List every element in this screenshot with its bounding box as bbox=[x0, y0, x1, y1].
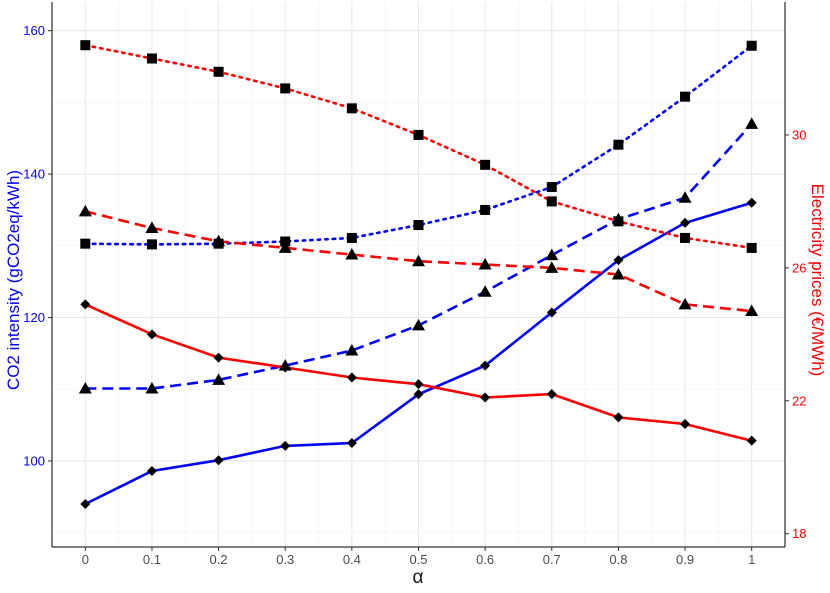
data-point-triangle bbox=[145, 221, 159, 233]
x-tick-label: 0.3 bbox=[276, 552, 294, 567]
data-point-triangle bbox=[678, 297, 692, 310]
x-tick-label: 0.7 bbox=[543, 552, 561, 567]
data-point-diamond bbox=[413, 389, 424, 400]
data-point-square bbox=[746, 242, 757, 253]
data-point-square bbox=[80, 40, 91, 51]
x-tick-label: 0.9 bbox=[676, 552, 694, 567]
data-point-diamond bbox=[480, 392, 491, 403]
right-tick-label: 30 bbox=[792, 127, 806, 142]
series-line-left-dotted bbox=[84, 44, 753, 246]
data-point-triangle bbox=[678, 191, 692, 203]
data-point-diamond bbox=[80, 498, 91, 509]
x-tick-label: 0.6 bbox=[476, 552, 494, 567]
data-point-square bbox=[80, 238, 91, 249]
data-point-diamond bbox=[546, 307, 557, 318]
data-point-square bbox=[613, 216, 624, 227]
data-point-triangle bbox=[212, 234, 226, 247]
x-tick-label: 0 bbox=[82, 552, 89, 567]
data-point-diamond bbox=[146, 329, 157, 340]
data-point-diamond bbox=[480, 360, 491, 371]
data-point-diamond bbox=[680, 419, 691, 430]
left-tick-label: 100 bbox=[23, 453, 45, 468]
x-tick-label: 1 bbox=[748, 552, 755, 567]
data-point-diamond bbox=[746, 197, 757, 208]
data-point-square bbox=[680, 232, 691, 243]
data-point-diamond bbox=[213, 352, 224, 363]
data-point-triangle bbox=[412, 254, 425, 267]
right-axis-title: Electricity prices (€/MWh) bbox=[808, 184, 827, 377]
data-point-square bbox=[546, 196, 557, 207]
data-point-diamond bbox=[80, 299, 91, 310]
data-point-diamond bbox=[346, 438, 357, 449]
data-point-diamond bbox=[746, 435, 757, 446]
data-point-triangle bbox=[78, 382, 92, 394]
data-point-triangle bbox=[278, 241, 292, 253]
data-point-diamond bbox=[613, 412, 624, 423]
data-point-triangle bbox=[745, 117, 759, 129]
data-point-diamond bbox=[280, 362, 291, 373]
x-axis-title: α bbox=[413, 567, 424, 588]
data-point-diamond bbox=[280, 440, 291, 451]
data-point-diamond bbox=[213, 455, 224, 466]
data-point-diamond bbox=[413, 379, 424, 390]
data-point-square bbox=[613, 139, 624, 150]
axis-labels: α CO2 intensity (gCO2eq/kWh) Electricity… bbox=[4, 170, 827, 588]
data-point-triangle bbox=[212, 373, 226, 385]
x-tick-label: 0.5 bbox=[409, 552, 427, 567]
gridlines bbox=[52, 2, 785, 547]
data-point-diamond bbox=[346, 372, 357, 383]
data-point-square bbox=[213, 66, 224, 77]
data-point-triangle bbox=[745, 304, 759, 317]
data-point-square bbox=[480, 204, 491, 215]
left-tick-label: 120 bbox=[23, 310, 45, 325]
left-tick-label: 160 bbox=[23, 23, 45, 38]
data-point-square bbox=[480, 159, 491, 170]
data-point-triangle bbox=[478, 285, 492, 297]
data-point-diamond bbox=[680, 217, 691, 228]
data-point-square bbox=[146, 239, 157, 250]
data-point-triangle bbox=[345, 248, 359, 260]
data-point-square bbox=[346, 232, 357, 243]
data-point-triangle bbox=[78, 204, 92, 217]
right-tick-label: 22 bbox=[792, 393, 806, 408]
data-point-diamond bbox=[146, 465, 157, 476]
left-axis-title: CO2 intensity (gCO2eq/kWh) bbox=[4, 170, 23, 390]
data-point-square bbox=[146, 53, 157, 64]
data-point-triangle bbox=[412, 318, 425, 331]
right-tick-label: 26 bbox=[792, 260, 806, 275]
x-tick-label: 0.8 bbox=[609, 552, 627, 567]
data-point-triangle bbox=[145, 382, 159, 394]
data-point-square bbox=[280, 83, 291, 94]
x-tick-label: 0.2 bbox=[210, 552, 228, 567]
x-tick-label: 0.4 bbox=[343, 552, 361, 567]
series-markers bbox=[78, 40, 759, 509]
left-tick-label: 140 bbox=[23, 167, 45, 182]
data-point-triangle bbox=[345, 344, 359, 356]
data-point-diamond bbox=[613, 255, 624, 266]
series-line-right-dashed bbox=[84, 210, 752, 313]
data-point-diamond bbox=[546, 389, 557, 400]
data-point-square bbox=[680, 91, 691, 102]
x-tick-label: 0.1 bbox=[143, 552, 161, 567]
data-point-square bbox=[746, 40, 757, 51]
axes: 0 0.1 0.2 0.3 0.4 0.5 0.6 0.7 0.8 0.9 1 100 120 140 16… bbox=[23, 2, 806, 567]
data-point-triangle bbox=[611, 268, 625, 280]
data-point-triangle bbox=[545, 261, 559, 273]
right-tick-label: 18 bbox=[792, 526, 806, 541]
data-point-square bbox=[546, 182, 557, 193]
data-point-triangle bbox=[545, 248, 559, 261]
data-point-triangle bbox=[478, 258, 492, 270]
data-point-square bbox=[346, 103, 357, 114]
data-point-square bbox=[413, 220, 424, 231]
data-point-square bbox=[413, 129, 424, 140]
